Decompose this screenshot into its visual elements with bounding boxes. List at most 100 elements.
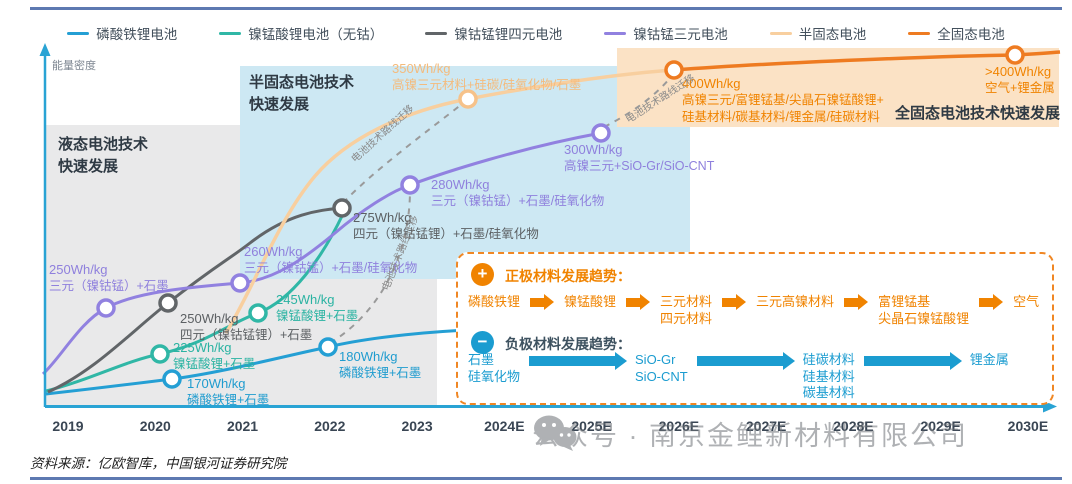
marker-ternary-250 bbox=[96, 298, 116, 318]
marker-lfp-180 bbox=[318, 337, 338, 357]
legend-item-all-solid: 全固态电池 bbox=[908, 23, 1005, 43]
right-arrow-icon bbox=[979, 294, 1004, 310]
curve-semi-solid bbox=[224, 68, 675, 334]
semi-solid-line-swatch bbox=[769, 31, 792, 35]
legend-label: 镍锰酸锂电池（无钴） bbox=[248, 27, 384, 42]
migration-dashed-2 bbox=[329, 191, 411, 344]
region-title-solid: 全固态电池技术快速发展 bbox=[895, 105, 1061, 122]
cathode-step: 三元高镍材料 bbox=[756, 294, 835, 309]
region-title-liquid: 液态电池技术 快速发展 bbox=[58, 136, 149, 175]
marker-ternary-280 bbox=[400, 175, 420, 195]
marker-lnmo-225 bbox=[150, 344, 170, 364]
anode-step: SiO-Gr SiO-CNT bbox=[635, 352, 688, 384]
point-label-ternary-280: 280Wh/kg 三元（镍钴锰）+石墨/硅氧化物 bbox=[431, 177, 605, 209]
anode-step: 锂金属 bbox=[969, 352, 1009, 367]
cathode-trend-chain: 磷酸铁锂 镍锰酸锂 三元材料 四元材料 三元高镍材料 富锂锰基 尖晶石镍锰酸锂 bbox=[468, 294, 1039, 327]
marker-semi-350 bbox=[458, 89, 478, 109]
legend-label: 镍钴锰锂四元电池 bbox=[454, 27, 563, 42]
legend-label: 半固态电池 bbox=[798, 27, 867, 42]
x-tick: 2026E bbox=[658, 418, 700, 434]
anode-step: 石墨 硅氧化物 bbox=[468, 352, 521, 384]
cathode-trend-title: 正极材料发展趋势： bbox=[505, 268, 631, 284]
curve-all-solid bbox=[673, 50, 1061, 72]
plus-icon: + bbox=[471, 263, 494, 286]
point-label-lnmo-225: 225Wh/kg 镍锰酸锂+石墨 bbox=[173, 340, 256, 372]
cathode-step: 富锂锰基 尖晶石镍锰酸锂 bbox=[878, 294, 970, 326]
x-tick: 2019 bbox=[52, 418, 84, 434]
legend-label: 镍钴锰三元电池 bbox=[633, 27, 728, 42]
point-label-semi-350: 350Wh/kg 高镍三元材料+硅碳/硅氧化物/石墨 bbox=[392, 61, 582, 93]
cathode-step: 三元材料 四元材料 bbox=[660, 294, 713, 326]
legend: 磷酸铁锂电池 镍锰酸锂电池（无钴） 镍钴锰锂四元电池 镍钴锰三元电池 半固态电池… bbox=[0, 23, 1072, 43]
right-arrow-icon bbox=[696, 351, 795, 370]
curve-quaternary bbox=[47, 206, 343, 394]
x-tick: 2022 bbox=[314, 418, 346, 434]
right-arrow-icon bbox=[529, 351, 628, 370]
x-tick: 2025E bbox=[571, 418, 612, 434]
point-label-solid-400plus: >400Wh/kg 空气+锂金属 bbox=[985, 64, 1055, 96]
anode-trend-title: 负极材料发展趋势： bbox=[505, 336, 631, 352]
legend-label: 磷酸铁锂电池 bbox=[96, 27, 178, 42]
marker-quaternary-275 bbox=[332, 198, 352, 218]
point-label-solid-400: 400Wh/kg 高镍三元/富锂锰基/尖晶石镍锰酸锂+ 硅基材料/碳基材料/锂金… bbox=[682, 76, 884, 124]
point-label-ternary-260: 260Wh/kg 三元（镍钴锰）+石墨/硅氧化物 bbox=[244, 244, 418, 276]
legend-item-quaternary: 镍钴锰锂四元电池 bbox=[425, 23, 562, 43]
cathode-step: 空气 bbox=[1013, 294, 1040, 309]
y-axis-label: 能量密度 bbox=[52, 60, 96, 72]
legend-item-lfp: 磷酸铁锂电池 bbox=[67, 23, 177, 43]
x-axis-ticks: 2019 2020 2021 2022 2023 2024E 2025E 202… bbox=[42, 418, 1054, 434]
x-tick: 2023 bbox=[401, 418, 433, 434]
cathode-step: 磷酸铁锂 bbox=[468, 294, 521, 309]
x-tick: 2021 bbox=[226, 418, 259, 434]
right-arrow-icon bbox=[722, 294, 747, 310]
right-arrow-icon bbox=[844, 294, 869, 310]
marker-solid-400plus bbox=[1005, 45, 1025, 65]
right-arrow-icon bbox=[863, 351, 962, 370]
y-axis-arrow-icon bbox=[39, 43, 51, 56]
minus-icon: − bbox=[471, 331, 494, 354]
right-arrow-icon bbox=[530, 294, 555, 310]
x-tick: 2020 bbox=[139, 418, 171, 434]
point-label-ternary-250: 250Wh/kg 三元（镍钴锰）+石墨 bbox=[49, 262, 169, 294]
legend-item-ternary: 镍钴锰三元电池 bbox=[604, 23, 728, 43]
lnmo-line-swatch bbox=[219, 31, 242, 35]
marker-lnmo-245 bbox=[248, 303, 268, 323]
lfp-line-swatch bbox=[67, 31, 90, 35]
x-tick: 2028E bbox=[833, 418, 874, 434]
anode-step: 硅碳材料 硅基材料 碳基材料 bbox=[802, 352, 855, 401]
bottom-rule bbox=[30, 477, 1062, 480]
x-tick: 2024E bbox=[484, 418, 525, 434]
wechat-icon bbox=[534, 415, 577, 451]
material-trend-box: + 正极材料发展趋势： 磷酸铁锂 镍锰酸锂 三元材料 四元材料 三元高镍材料 富… bbox=[456, 252, 1054, 405]
point-label-lfp-170: 170Wh/kg 磷酸铁锂+石墨 bbox=[187, 376, 270, 408]
watermark-text: 公众号 · 南京金鲤新材料有限公司 bbox=[532, 421, 968, 451]
cathode-step: 镍锰酸锂 bbox=[564, 294, 617, 309]
point-label-ternary-300: 300Wh/kg 高镍三元+SiO-Gr/SiO-CNT bbox=[564, 142, 715, 174]
legend-item-lnmo: 镍锰酸锂电池（无钴） bbox=[219, 23, 383, 43]
point-label-quaternary-250: 250Wh/kg 四元（镍钴锰锂）+石墨 bbox=[180, 311, 313, 343]
marker-solid-400 bbox=[664, 60, 684, 80]
ternary-line-swatch bbox=[604, 31, 627, 35]
curve-lfp bbox=[45, 328, 473, 396]
marker-quaternary-250 bbox=[158, 293, 178, 313]
watermark: 公众号 · 南京金鲤新材料有限公司 bbox=[532, 414, 968, 453]
point-label-lfp-180: 180Wh/kg 磷酸铁锂+石墨 bbox=[339, 349, 422, 381]
marker-ternary-300 bbox=[591, 123, 611, 143]
legend-item-semi-solid: 半固态电池 bbox=[769, 23, 867, 43]
top-rule bbox=[30, 7, 1062, 10]
data-point-markers bbox=[96, 45, 1025, 389]
marker-lfp-170 bbox=[162, 369, 182, 389]
quaternary-line-swatch bbox=[425, 31, 448, 35]
region-title-semi: 半固态电池技术 快速发展 bbox=[249, 74, 355, 113]
point-label-lnmo-245: 245Wh/kg 镍锰酸锂+石墨 bbox=[276, 292, 359, 324]
migration-dashed-3 bbox=[603, 77, 671, 128]
source-note: 资料来源：亿欧智库，中国银河证券研究院 bbox=[30, 456, 287, 471]
x-tick: 2029E bbox=[920, 418, 961, 434]
all-solid-line-swatch bbox=[908, 31, 931, 35]
point-label-quaternary-275: 275Wh/kg 四元（镍钴锰锂）+石墨/硅氧化物 bbox=[353, 210, 539, 242]
anode-trend-chain: 石墨 硅氧化物 SiO-Gr SiO-CNT 硅碳材料 硅基材料 碳基材料 锂金… bbox=[468, 351, 1009, 402]
right-arrow-icon bbox=[626, 294, 651, 310]
marker-ternary-260 bbox=[230, 273, 250, 293]
